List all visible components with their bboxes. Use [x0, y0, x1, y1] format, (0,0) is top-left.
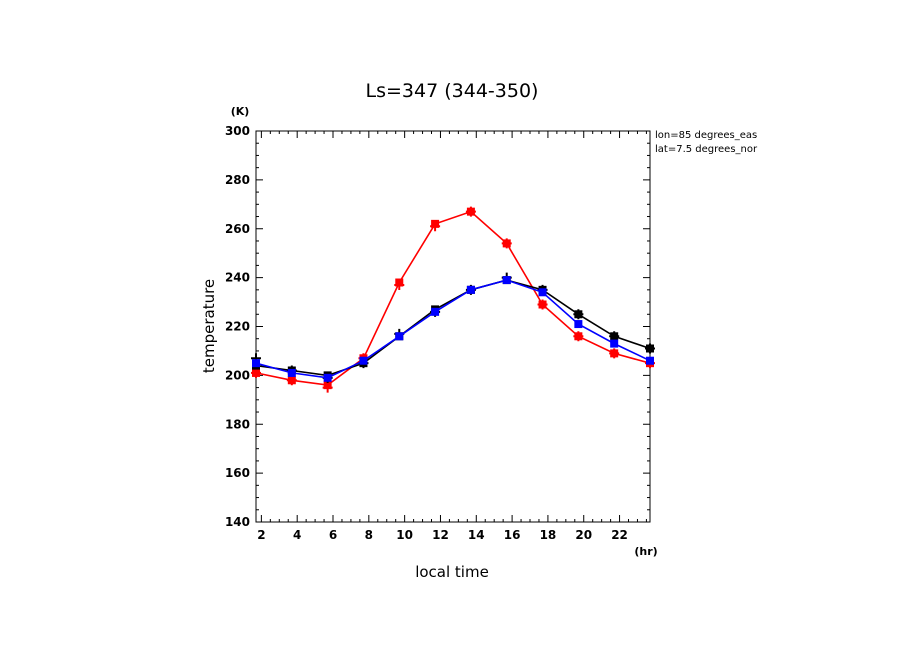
y-tick-label: 220: [225, 320, 250, 334]
annotation-lon: lon=85 degrees_eas: [655, 130, 757, 141]
series-2-obs: [395, 332, 403, 340]
y-tick-label: 240: [225, 271, 250, 285]
series-2-obs: [359, 357, 367, 365]
series-0-obs: [430, 221, 441, 232]
series-2-obs: [431, 308, 439, 316]
x-tick-label: 6: [329, 528, 337, 542]
x-tick-label: 16: [504, 528, 521, 542]
series-1-line: [255, 279, 651, 377]
x-tick-label: 22: [611, 528, 628, 542]
series-2-obs: [503, 276, 511, 284]
y-tick-label: 280: [225, 173, 250, 187]
x-axis-label: local time: [415, 563, 489, 581]
series-2-obs: [539, 288, 547, 296]
y-tick-label: 300: [225, 124, 250, 138]
x-tick-label: 4: [293, 528, 301, 542]
y-axis-label: temperature: [200, 279, 218, 373]
x-tick-label: 14: [468, 528, 485, 542]
x-tick-label: 8: [365, 528, 373, 542]
y-tick-label: 140: [225, 515, 250, 529]
series-2-obs: [252, 359, 260, 367]
axis-ticks: 140 160 180 200 220 240 260 280 300 2 4 6 8 10 12 14 16 1…: [225, 124, 650, 542]
series-1-obs: [645, 343, 655, 354]
series-1-obs: [573, 309, 584, 320]
series-2-obs: [646, 357, 654, 365]
y-tick-label: 160: [225, 466, 250, 480]
series-2-obs: [288, 369, 296, 377]
series-0-obs: [322, 382, 333, 393]
series-2-obs: [574, 320, 582, 328]
plot-frame: [255, 130, 651, 523]
annotation-lat: lat=7.5 degrees_nor: [655, 144, 758, 155]
x-unit-label: (hr): [634, 545, 657, 558]
plot-series: [251, 206, 655, 393]
series-2-obs: [610, 340, 618, 348]
series-0-obs: [501, 238, 512, 249]
series-0-line: [255, 210, 651, 386]
series-0-obs: [537, 299, 548, 310]
series-2-obs: [467, 286, 475, 294]
x-tick-label: 12: [432, 528, 449, 542]
series-0-obs: [573, 331, 584, 342]
series-2-obs: [324, 374, 332, 382]
y-tick-label: 260: [225, 222, 250, 236]
x-tick-label: 10: [396, 528, 413, 542]
series-2-line: [255, 279, 651, 379]
x-tick-label: 18: [540, 528, 557, 542]
series-0-obs: [394, 279, 405, 290]
y-tick-label: 200: [225, 368, 250, 382]
y-tick-label: 180: [225, 417, 250, 431]
chart-title: Ls=347 (344-350): [366, 80, 539, 102]
series-0-obs: [465, 206, 476, 217]
x-tick-label: 2: [257, 528, 265, 542]
series-0-obs: [609, 348, 620, 359]
x-tick-label: 20: [575, 528, 592, 542]
y-unit-label: (K): [231, 105, 250, 118]
